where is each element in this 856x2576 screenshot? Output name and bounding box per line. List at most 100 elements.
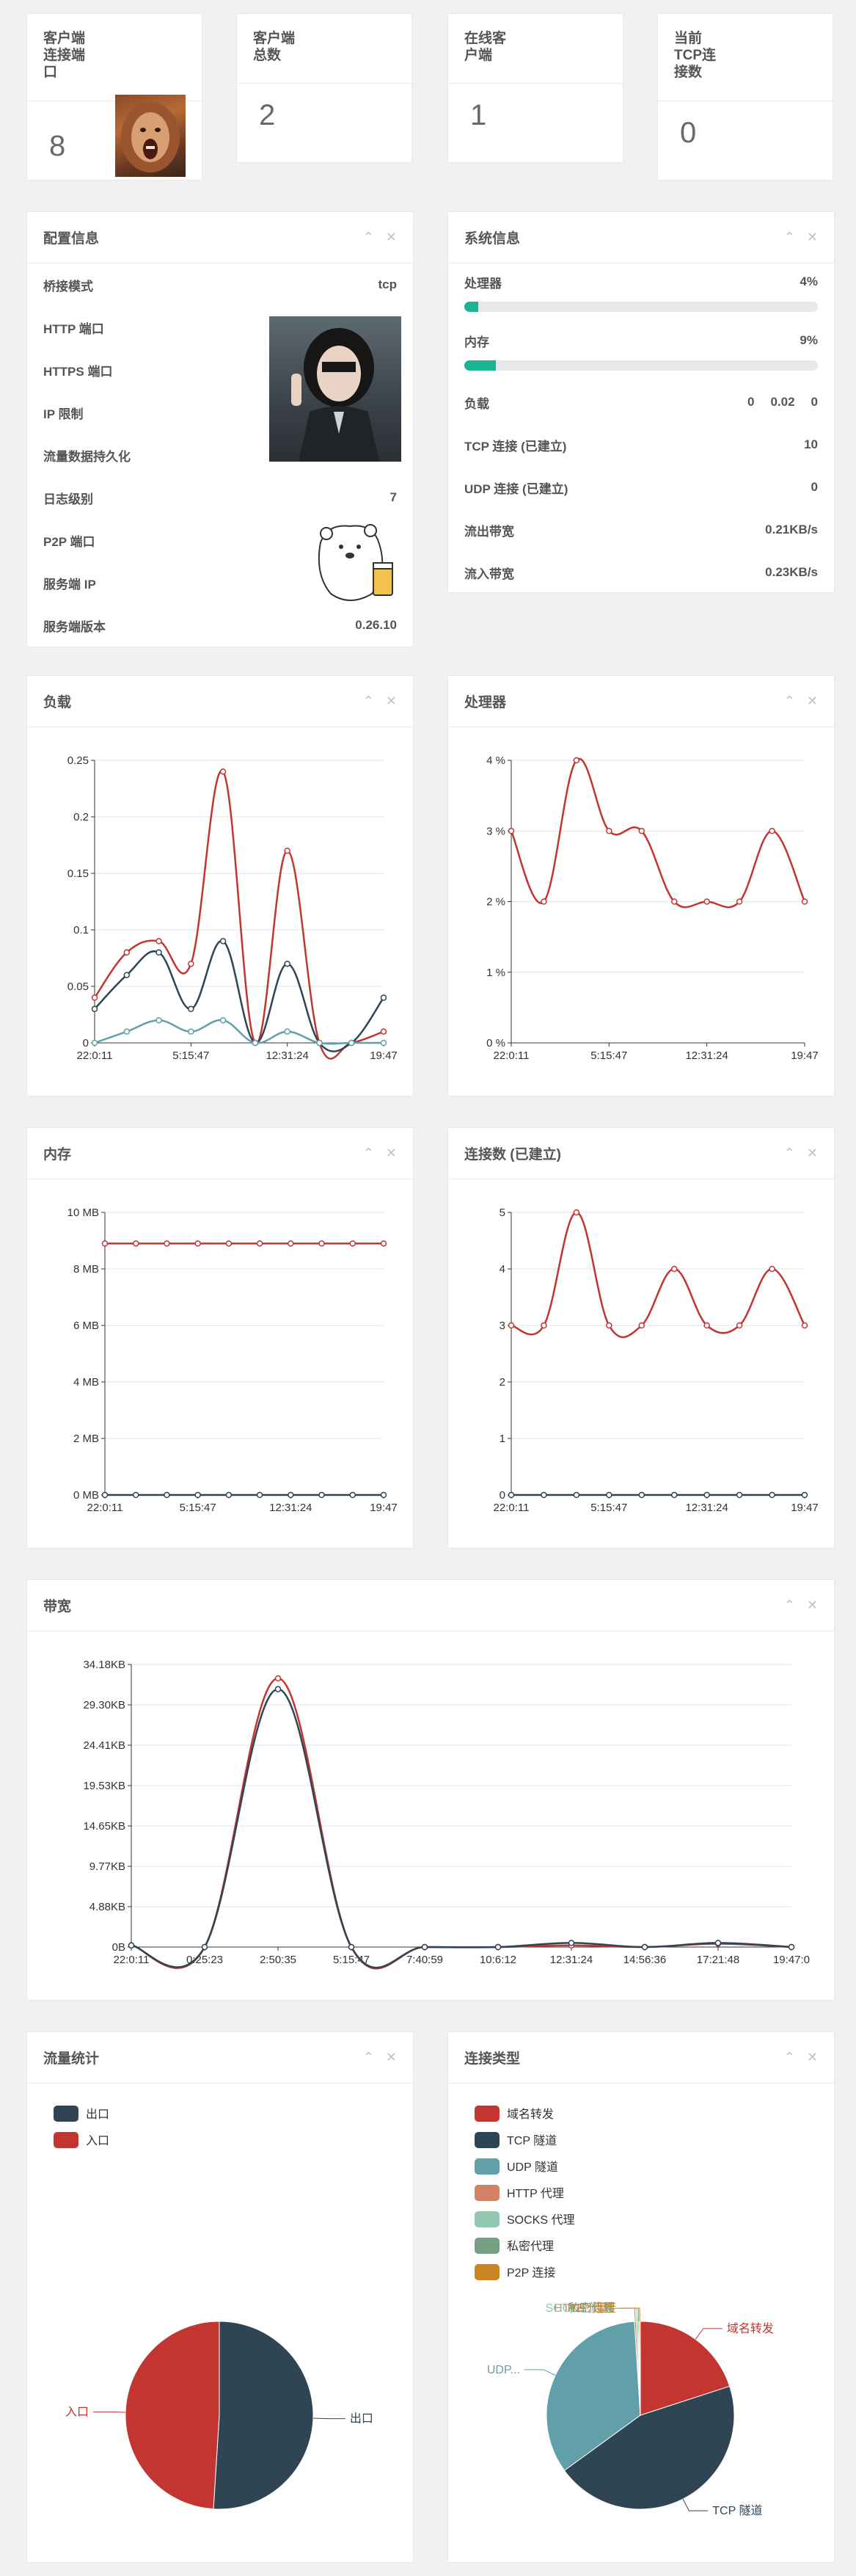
data-point bbox=[508, 1322, 515, 1329]
x-tick-label: 19:47 bbox=[370, 1049, 398, 1062]
data-point bbox=[201, 1943, 208, 1951]
y-tick-label: 0 MB bbox=[73, 1489, 99, 1502]
data-point bbox=[568, 1940, 575, 1946]
close-icon[interactable]: ✕ bbox=[385, 694, 397, 708]
x-tick-label: 5:15:47 bbox=[180, 1502, 216, 1514]
data-point bbox=[508, 828, 515, 834]
data-point bbox=[123, 972, 131, 978]
data-point bbox=[714, 1940, 722, 1946]
chevron-up-icon[interactable]: ⌃ bbox=[783, 230, 795, 244]
y-tick-label: 29.30KB bbox=[83, 1699, 125, 1711]
chevron-up-icon[interactable]: ⌃ bbox=[783, 1146, 795, 1160]
x-tick-label: 0:25:23 bbox=[186, 1954, 223, 1966]
chevron-up-icon[interactable]: ⌃ bbox=[362, 694, 374, 708]
y-tick-label: 0.05 bbox=[67, 980, 89, 993]
chevron-up-icon[interactable]: ⌃ bbox=[783, 2050, 795, 2064]
chevron-up-icon[interactable]: ⌃ bbox=[362, 230, 374, 244]
pie-slice bbox=[546, 2321, 641, 2471]
data-point bbox=[349, 1491, 356, 1499]
stat-value: 8 bbox=[49, 130, 66, 162]
close-icon[interactable]: ✕ bbox=[385, 230, 397, 244]
x-tick-label: 17:21:48 bbox=[697, 1954, 739, 1966]
data-point bbox=[316, 1039, 323, 1047]
chevron-up-icon[interactable]: ⌃ bbox=[783, 694, 795, 708]
close-icon[interactable]: ✕ bbox=[806, 1146, 818, 1160]
data-point bbox=[421, 1943, 428, 1951]
y-tick-label: 10 MB bbox=[67, 1207, 99, 1219]
series-line bbox=[131, 1677, 792, 1970]
data-point bbox=[91, 1039, 98, 1047]
conn-line-chart: 0 1 2 3 4 5 22:0:11 5:15:47 12:31:24 19:47 bbox=[494, 1207, 819, 1514]
traffic-chart-panel: 流量统计 ⌃ ✕ 出口 入口 出口 入口 bbox=[26, 2031, 414, 2563]
bear-sticker bbox=[306, 513, 401, 611]
panel-title: 内存 bbox=[43, 1147, 72, 1163]
close-icon[interactable]: ✕ bbox=[806, 1598, 818, 1612]
data-point bbox=[101, 1491, 109, 1499]
pie-label-line bbox=[619, 2307, 640, 2322]
data-point bbox=[318, 1491, 325, 1499]
legend-label: UDP 隧道 bbox=[507, 2161, 558, 2174]
stat-label: 客户端 连接端 口 bbox=[43, 31, 86, 80]
data-point bbox=[225, 1491, 233, 1499]
pie-label: 出口 bbox=[350, 2412, 373, 2426]
data-point bbox=[541, 898, 547, 905]
pie-label: 入口 bbox=[65, 2406, 89, 2418]
chevron-up-icon[interactable]: ⌃ bbox=[783, 1598, 795, 1612]
config-row: 日志级别 7 bbox=[43, 490, 397, 506]
pie-label-line bbox=[312, 2417, 345, 2420]
series-line bbox=[131, 1688, 792, 1969]
config-panel: 配置信息 ⌃ ✕ 桥接模式 tcp HTTP 端口 HTTPS 端口 IP 限制 流… bbox=[26, 211, 414, 647]
legend-label: HTTP 代理 bbox=[507, 2187, 564, 2200]
mem-progress bbox=[464, 360, 818, 371]
series-line bbox=[510, 757, 806, 909]
y-tick-label: 0.1 bbox=[73, 924, 89, 936]
stat-label: 当前 TCP连 接数 bbox=[674, 31, 717, 80]
data-point bbox=[541, 1491, 547, 1499]
y-tick-label: 0.15 bbox=[67, 867, 89, 880]
system-panel: 系统信息 ⌃ ✕ 处理器 4% 内存 9% 负载 0 0.02 0 TCP 连接 (已建立… bbox=[447, 211, 835, 593]
panel-title: 负载 bbox=[43, 695, 72, 710]
data-point bbox=[380, 1039, 387, 1047]
config-row: HTTPS 端口 bbox=[43, 364, 113, 379]
data-point bbox=[769, 828, 775, 834]
close-icon[interactable]: ✕ bbox=[806, 694, 818, 708]
x-tick-label: 22:0:11 bbox=[494, 1049, 530, 1062]
data-point bbox=[573, 1209, 580, 1216]
data-point bbox=[219, 938, 227, 945]
close-icon[interactable]: ✕ bbox=[385, 2050, 397, 2064]
x-tick-label: 5:15:47 bbox=[590, 1502, 627, 1514]
pie-label: UDP... bbox=[487, 2364, 520, 2376]
x-tick-label: 7:40:59 bbox=[406, 1954, 443, 1966]
close-icon[interactable]: ✕ bbox=[385, 1146, 397, 1160]
x-tick-label: 19:47:0 bbox=[773, 1954, 810, 1966]
data-point bbox=[769, 1491, 775, 1499]
cpu-row: 处理器 4% bbox=[464, 274, 818, 291]
data-point bbox=[606, 1491, 612, 1499]
stat-card-tcp: 当前 TCP连 接数 0 bbox=[657, 13, 833, 181]
data-point bbox=[380, 1491, 387, 1499]
data-point bbox=[194, 1491, 201, 1499]
data-point bbox=[703, 898, 710, 905]
legend-label: P2P 连接 bbox=[507, 2266, 555, 2280]
panel-title: 系统信息 bbox=[464, 231, 521, 247]
pie-slice bbox=[125, 2321, 220, 2510]
data-point bbox=[641, 1943, 648, 1951]
data-point bbox=[703, 1491, 710, 1499]
close-icon[interactable]: ✕ bbox=[806, 230, 818, 244]
chevron-up-icon[interactable]: ⌃ bbox=[362, 2050, 374, 2064]
lion-photo bbox=[115, 95, 186, 177]
y-tick-label: 0 bbox=[500, 1489, 505, 1502]
data-point bbox=[638, 828, 645, 834]
data-point bbox=[219, 1016, 227, 1024]
conn-chart-panel: 连接数 (已建立) ⌃ ✕ 0 1 2 3 4 5 22:0:11 5:15:47 12:31:2… bbox=[447, 1127, 835, 1549]
close-icon[interactable]: ✕ bbox=[806, 2050, 818, 2064]
x-tick-label: 12:31:24 bbox=[685, 1502, 728, 1514]
chevron-up-icon[interactable]: ⌃ bbox=[362, 1146, 374, 1160]
y-tick-label: 0.2 bbox=[73, 811, 89, 823]
data-point bbox=[284, 1028, 290, 1035]
legend-label: 私密代理 bbox=[507, 2240, 554, 2253]
pie-label: P2P 连接 bbox=[568, 2302, 616, 2315]
conntype-chart-panel: 连接类型 ⌃ ✕ 域名转发 TCP 隧道 UDP 隧道 HTTP 代理 SOCKS 代理私… bbox=[447, 2031, 835, 2563]
